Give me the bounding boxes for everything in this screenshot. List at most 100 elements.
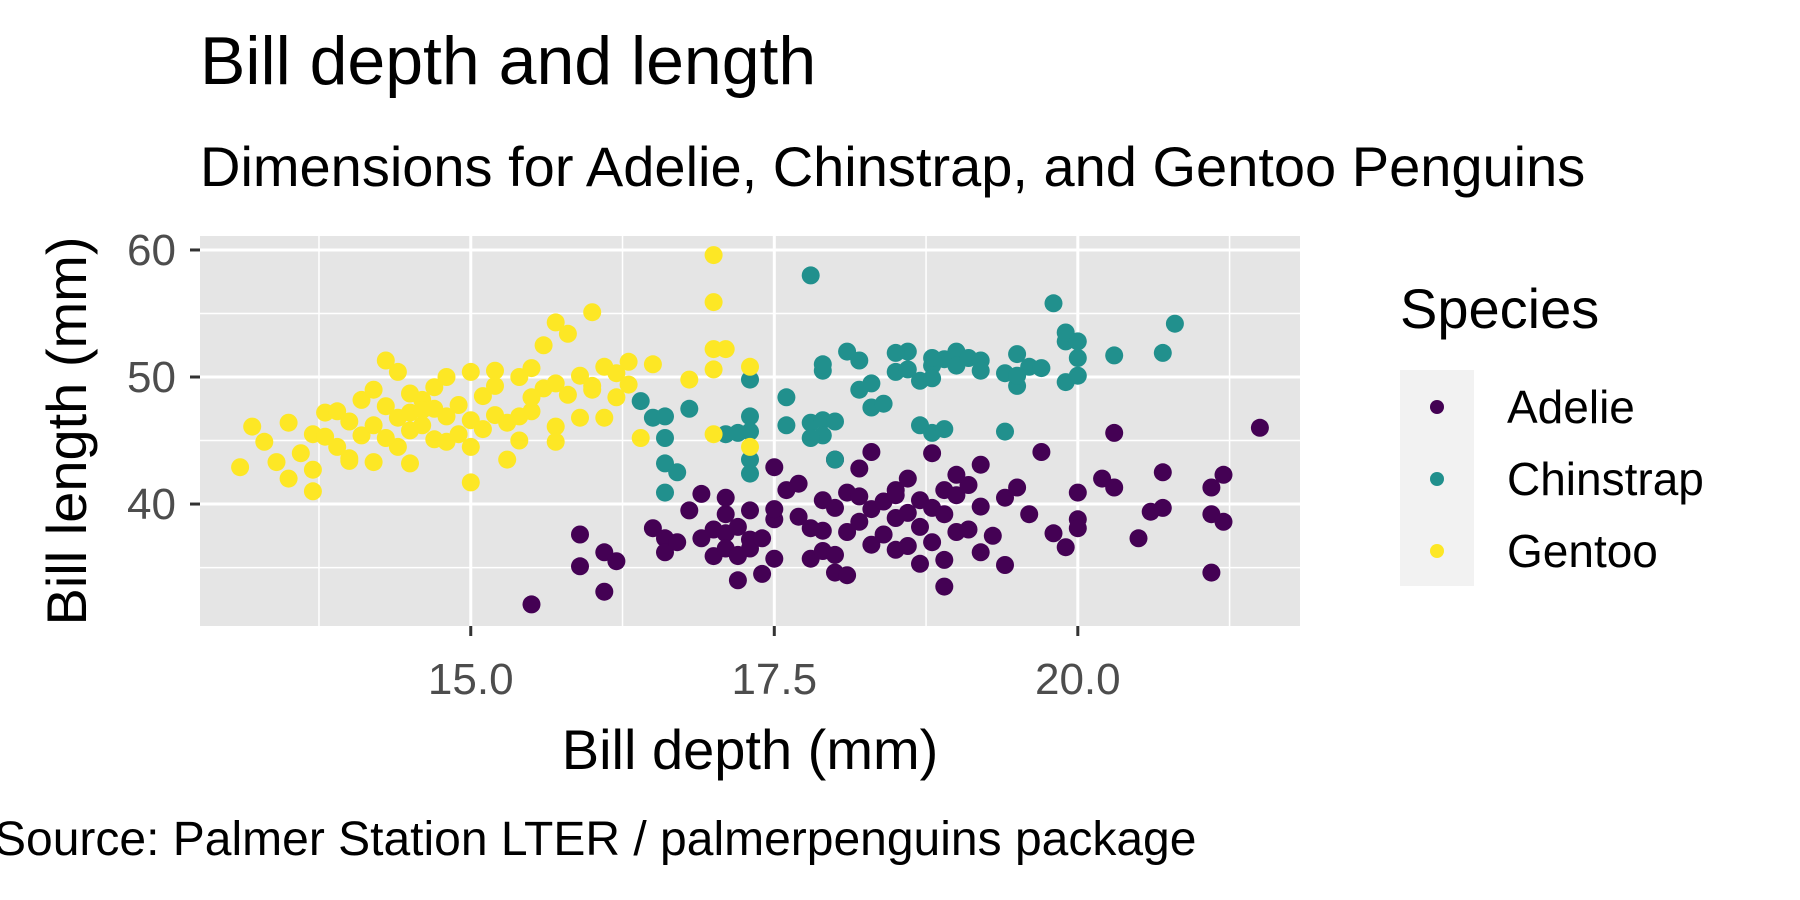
data-point-adelie xyxy=(1250,418,1269,437)
data-point-gentoo xyxy=(328,437,347,456)
data-point-adelie xyxy=(813,521,832,540)
data-point-adelie xyxy=(850,459,869,478)
data-point-chinstrap xyxy=(1068,332,1087,351)
data-point-gentoo xyxy=(461,362,480,381)
data-point-gentoo xyxy=(316,427,335,446)
data-point-gentoo xyxy=(486,376,504,395)
data-point-gentoo xyxy=(546,313,565,332)
data-point-adelie xyxy=(935,577,954,596)
data-point-adelie xyxy=(1044,524,1063,543)
x-tick-label: 20.0 xyxy=(1035,655,1121,704)
data-point-chinstrap xyxy=(826,412,844,431)
data-point-adelie xyxy=(595,582,614,601)
data-point-gentoo xyxy=(704,246,723,265)
data-point-gentoo xyxy=(558,324,577,343)
data-point-chinstrap xyxy=(971,361,990,380)
data-point-adelie xyxy=(838,566,857,585)
data-point-gentoo xyxy=(619,375,638,394)
data-point-adelie xyxy=(947,465,966,484)
data-point-gentoo xyxy=(461,473,480,492)
data-point-adelie xyxy=(1056,538,1075,557)
data-point-chinstrap xyxy=(656,407,674,426)
data-point-chinstrap xyxy=(801,429,820,447)
data-point-adelie xyxy=(765,549,784,568)
data-point-chinstrap xyxy=(1153,343,1172,362)
data-point-gentoo xyxy=(583,376,602,395)
data-point-gentoo xyxy=(437,368,456,386)
x-tick-label: 15.0 xyxy=(428,655,514,704)
data-point-adelie xyxy=(1214,465,1233,484)
data-point-gentoo xyxy=(607,364,626,383)
data-point-adelie xyxy=(1202,563,1221,582)
data-point-chinstrap xyxy=(631,392,650,411)
legend-label-adelie: Adelie xyxy=(1507,381,1635,433)
data-point-gentoo xyxy=(522,359,541,378)
data-point-gentoo xyxy=(643,355,662,374)
data-point-chinstrap xyxy=(1044,294,1063,313)
data-point-adelie xyxy=(571,557,589,576)
data-point-gentoo xyxy=(267,453,286,472)
legend-title: Species xyxy=(1400,277,1600,340)
data-point-adelie xyxy=(935,505,954,524)
data-point-gentoo xyxy=(303,482,322,501)
data-point-adelie xyxy=(1068,483,1087,502)
data-point-chinstrap xyxy=(1068,366,1087,385)
data-point-gentoo xyxy=(231,458,250,477)
data-point-chinstrap xyxy=(1032,359,1051,378)
data-point-adelie xyxy=(898,503,917,522)
data-point-gentoo xyxy=(364,453,383,472)
data-point-chinstrap xyxy=(741,407,759,426)
data-point-adelie xyxy=(716,505,735,524)
legend-key-chinstrap xyxy=(1430,472,1444,486)
data-point-adelie xyxy=(789,474,808,493)
x-axis-title: Bill depth (mm) xyxy=(562,718,939,781)
data-point-chinstrap xyxy=(656,483,674,502)
data-point-gentoo xyxy=(437,407,456,426)
data-point-gentoo xyxy=(279,413,298,432)
data-point-gentoo xyxy=(534,336,553,355)
data-point-gentoo xyxy=(704,425,723,444)
data-point-gentoo xyxy=(401,454,419,473)
data-point-adelie xyxy=(850,487,869,506)
data-point-adelie xyxy=(668,533,687,552)
data-point-gentoo xyxy=(388,362,407,381)
data-point-adelie xyxy=(959,476,978,494)
data-point-gentoo xyxy=(449,396,468,414)
data-point-adelie xyxy=(728,547,747,566)
data-point-adelie xyxy=(826,545,844,564)
data-point-gentoo xyxy=(473,387,492,406)
data-point-chinstrap xyxy=(1105,346,1124,365)
data-point-adelie xyxy=(1153,498,1172,517)
data-point-adelie xyxy=(898,469,917,488)
data-point-chinstrap xyxy=(656,429,674,447)
data-point-adelie xyxy=(1032,443,1051,461)
data-point-adelie xyxy=(728,571,747,590)
data-point-chinstrap xyxy=(1165,314,1184,333)
data-point-adelie xyxy=(728,517,747,536)
data-point-adelie xyxy=(971,497,990,516)
data-point-adelie xyxy=(971,543,990,562)
data-point-adelie xyxy=(838,523,857,541)
data-point-gentoo xyxy=(571,366,589,385)
data-point-chinstrap xyxy=(898,360,917,379)
data-point-adelie xyxy=(656,543,674,562)
data-point-adelie xyxy=(1105,478,1124,497)
data-point-gentoo xyxy=(352,426,371,445)
data-point-gentoo xyxy=(595,408,614,427)
data-point-gentoo xyxy=(680,370,699,389)
data-point-gentoo xyxy=(352,390,371,409)
data-point-adelie xyxy=(741,501,759,520)
data-point-chinstrap xyxy=(1008,345,1027,364)
data-point-adelie xyxy=(1020,505,1039,524)
y-tick-label: 40 xyxy=(127,480,176,529)
data-point-gentoo xyxy=(522,388,541,407)
data-point-gentoo xyxy=(704,293,723,312)
data-point-gentoo xyxy=(449,425,468,444)
data-point-gentoo xyxy=(619,352,638,371)
data-point-chinstrap xyxy=(923,369,942,388)
data-point-gentoo xyxy=(704,360,723,379)
y-tick-label: 50 xyxy=(127,353,176,402)
data-point-gentoo xyxy=(376,397,395,416)
data-point-adelie xyxy=(862,535,881,554)
